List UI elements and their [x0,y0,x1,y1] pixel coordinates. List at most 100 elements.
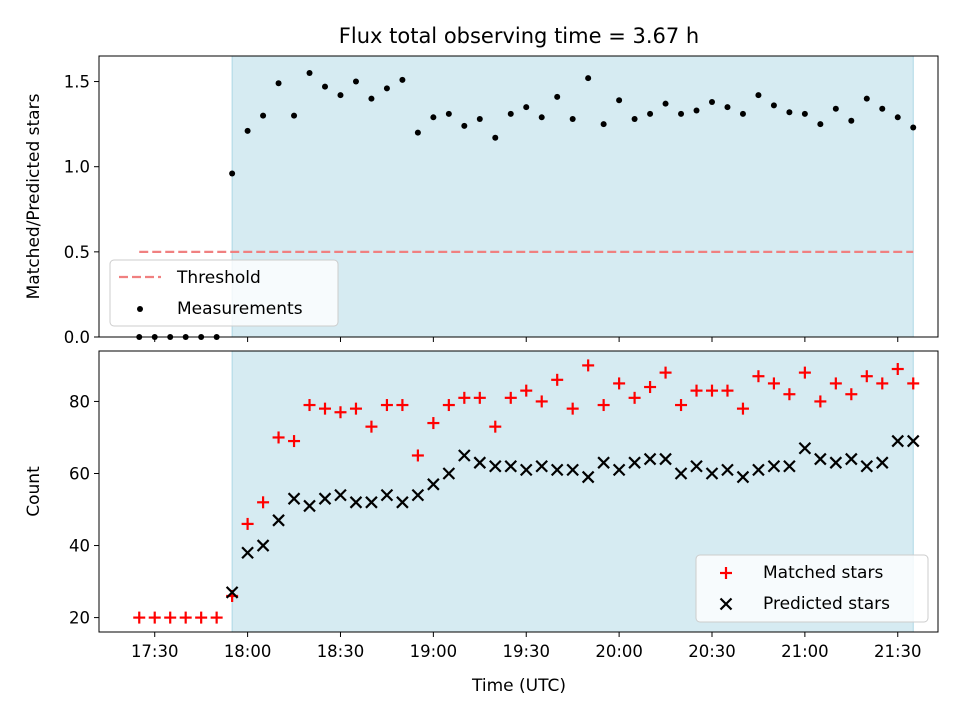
matched-stars-point [829,377,842,390]
predicted-stars-point [752,463,765,477]
legend-measurement-swatch [137,306,143,312]
predicted-stars-point [241,546,254,560]
measurement-point [832,105,839,112]
predicted-stars-point [736,470,750,484]
matched-stars-point [597,399,610,412]
predicted-stars-point [721,463,734,477]
predicted-stars-point [272,514,285,527]
measurement-point [399,76,406,83]
predicted-stars-point [783,460,796,473]
matched-stars-point [164,611,177,624]
y-tick-label: 40 [69,537,90,556]
predicted-stars-point [891,434,905,448]
measurement-point [306,70,313,77]
matched-stars-point [303,399,316,412]
measurement-point [368,95,375,102]
legend-predicted-swatch [719,597,733,611]
measurement-point [569,116,576,123]
matched-stars-point [380,399,393,412]
measurement-point [414,129,421,136]
ratio-y-axis-label: Matched/Predicted stars [24,93,44,299]
matched-stars-point [705,384,718,397]
matched-stars-point [396,399,409,412]
observing-window-shade [231,55,914,338]
measurement-point [647,110,654,117]
measurement-point [430,114,437,121]
matched-stars-point [613,377,626,390]
predicted-stars-point [612,463,626,477]
measurement-point [352,78,359,85]
measurement-point [275,80,282,87]
ratio-legend: Threshold Measurements [109,259,339,327]
x-axis-label: Time (UTC) [471,676,566,696]
ratio-panel-frame [98,55,939,338]
matched-stars-point [907,377,920,390]
measurement-point [523,104,530,111]
predicted-stars-point [349,496,363,509]
measurement-point [801,110,808,117]
measurement-point [616,97,623,104]
matched-stars-point [690,384,703,397]
count-legend: Matched stars Predicted stars [695,554,929,623]
predicted-stars-point [427,478,440,491]
x-tick-label: 21:30 [874,642,922,661]
predicted-stars-point [597,456,610,469]
matched-stars-point [319,402,332,415]
measurement-point [244,127,251,134]
matched-stars-point [442,399,455,412]
predicted-stars-point [225,586,239,599]
y-tick-label: 1.0 [64,158,90,177]
matched-stars-point [582,359,595,372]
predicted-stars-point [489,460,502,473]
matched-stars-point [891,363,904,376]
matched-stars-point [257,496,270,509]
predicted-stars-point [442,467,456,480]
matched-stars-point [520,384,533,397]
matched-stars-point [427,417,440,430]
matched-stars-point [814,395,827,408]
predicted-stars-point [875,456,889,469]
predicted-stars-point [318,492,332,505]
predicted-stars-point [860,460,874,473]
measurement-point [260,112,267,119]
matched-stars-point [458,391,471,404]
matched-stars-point [210,611,223,624]
measurement-point [337,92,344,99]
predicted-stars-point [396,496,409,509]
ratio-panel: 0.0 0.5 1.0 1.5 Matched/Predicted stars Thr… [24,55,939,347]
matched-stars-point [659,366,672,379]
measurement-point [538,114,545,121]
predicted-stars-point [458,449,471,462]
count-panel: 20 40 60 80 17:30 18:00 18:30 19:00 19:30 20:00 2… [24,350,939,661]
matched-stars-point [736,402,749,415]
legend-box [695,554,929,623]
matched-stars-point [860,370,873,383]
count-y-axis-label: Count [24,466,44,517]
measurement-point [461,122,468,129]
predicted-stars-point [906,434,920,448]
measurement-point [322,83,329,90]
predicted-stars-point [581,470,595,484]
measurement-point [600,121,607,128]
matched-stars-point [798,366,811,379]
legend-label: Measurements [177,299,303,319]
measurement-point [739,110,746,117]
predicted-stars-point [705,467,719,480]
legend-box [109,259,339,327]
y-tick-label: 20 [69,609,90,628]
measurement-point [291,112,298,119]
measurement-point [817,121,824,128]
x-tick-label: 18:00 [224,642,272,661]
matched-stars-point [489,420,502,433]
matched-stars-point [133,611,146,624]
legend-label: Matched stars [763,563,883,583]
predicted-stars-point [411,488,425,502]
legend-label: Threshold [176,268,261,288]
y-tick-label: 1.5 [64,73,90,92]
measurement-point [786,109,793,116]
legend-matched-swatch [720,567,732,579]
matched-stars-point [721,384,734,397]
predicted-stars-point [365,496,378,509]
matched-stars-point [876,377,889,390]
